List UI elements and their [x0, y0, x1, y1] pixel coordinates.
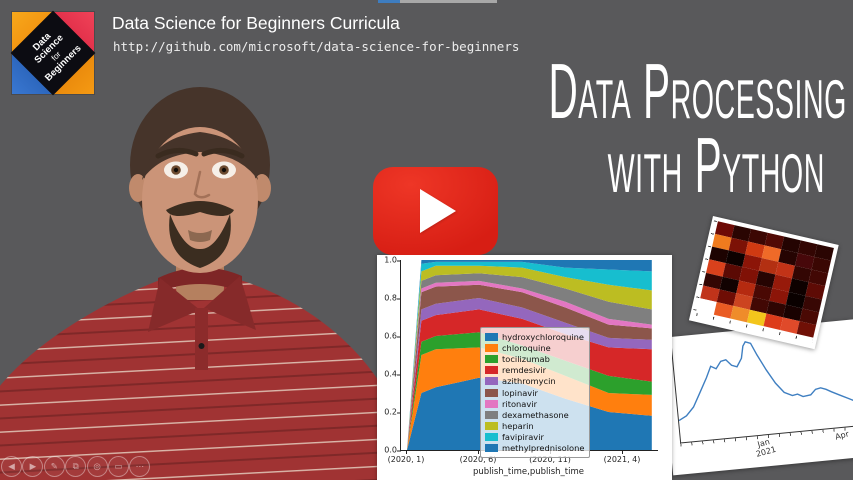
- heatmap-cell: [796, 321, 817, 338]
- legend-label: tocilizumab: [502, 353, 550, 364]
- legend-label: favipiravir: [502, 432, 544, 443]
- legend-row: dexamethasone: [485, 409, 585, 420]
- legend-swatch: [485, 388, 498, 397]
- legend-swatch: [485, 422, 498, 431]
- zoom-button[interactable]: ◎: [86, 456, 108, 477]
- previous-slide-icon: ◀: [8, 461, 15, 471]
- legend-row: hydroxychloroquine: [485, 331, 585, 342]
- legend-label: lopinavir: [502, 387, 538, 398]
- legend-row: lopinavir: [485, 387, 585, 398]
- title-line-1: Data Processing: [548, 47, 847, 135]
- area-band-remdesivir: [407, 309, 652, 450]
- stacked-area-chart-panel: 1.0 0.8 0.6 0.4 0.2 0.0 (2020, 1) (2020, 6) (20…: [377, 255, 672, 480]
- legend-swatch: [485, 410, 498, 419]
- area-band-favipiravir: [407, 261, 652, 450]
- legend-swatch: [485, 444, 498, 453]
- legend-swatch: [485, 377, 498, 386]
- area-y-tick-label: 0.2: [377, 408, 401, 417]
- area-y-tick-label: 0.8: [377, 294, 401, 303]
- slideshow-controls: ◀ ▶ ✎ ⧉ ◎ ▭ ⋯: [1, 456, 151, 477]
- area-band-azithromycin: [407, 298, 652, 450]
- pen-icon: ✎: [50, 461, 58, 471]
- area-band-lopinavir: [407, 284, 652, 450]
- legend-label: azithromycin: [502, 376, 556, 387]
- area-chart-legend: hydroxychloroquine chloroquine tocilizumab…: [480, 327, 590, 459]
- legend-row: remdesivir: [485, 365, 585, 376]
- area-y-tick-label: 0.6: [377, 332, 401, 341]
- line-x-tick-label: Jan 2021: [754, 437, 777, 459]
- line-x-tick-label: Apr: [834, 429, 851, 442]
- legend-row: tocilizumab: [485, 353, 585, 364]
- area-y-tick-label: 0.0: [377, 446, 401, 455]
- heatmap-panel: [688, 216, 839, 350]
- course-logo: Data Science for Beginners: [10, 10, 96, 96]
- legend-label: hydroxychloroquine: [502, 331, 585, 342]
- zoom-icon: ◎: [93, 461, 101, 471]
- more-options-button[interactable]: ⋯: [129, 456, 151, 477]
- see-all-slides-button[interactable]: ⧉: [65, 456, 87, 477]
- area-band-chloroquine: [407, 347, 652, 450]
- area-x-axis-label: publish_time,publish_time: [472, 467, 585, 477]
- area-x-tick-mark: [406, 450, 407, 454]
- legend-row: azithromycin: [485, 376, 585, 387]
- legend-row: chloroquine: [485, 342, 585, 353]
- legend-label: methylprednisolone: [502, 443, 585, 454]
- next-slide-button[interactable]: ▶: [22, 456, 44, 477]
- legend-swatch: [485, 433, 498, 442]
- black-screen-icon: ▭: [114, 461, 123, 471]
- progress-bar-fragment-blue: [378, 0, 400, 3]
- legend-label: heparin: [502, 421, 534, 432]
- course-url: http://github.com/microsoft/data-science…: [113, 39, 520, 54]
- course-title: Data Science for Beginners Curricula: [112, 13, 400, 33]
- area-x-tick-label: (2020, 11): [529, 455, 571, 464]
- area-y-tick-label: 1.0: [377, 256, 401, 265]
- next-slide-icon: ▶: [29, 461, 37, 471]
- progress-bar-fragment-gray: [400, 0, 497, 3]
- line-chart-panel: Jan2021AprJul: [660, 311, 853, 476]
- legend-swatch: [485, 343, 498, 352]
- black-screen-button[interactable]: ▭: [107, 456, 129, 477]
- legend-label: ritonavir: [502, 398, 538, 409]
- legend-row: methylprednisolone: [485, 443, 585, 454]
- area-x-tick-mark: [622, 450, 623, 454]
- more-options-icon: ⋯: [135, 461, 145, 471]
- legend-swatch: [485, 332, 498, 341]
- area-x-tick-label: (2021, 4): [603, 455, 641, 464]
- area-x-tick-label: (2020, 6): [459, 455, 497, 464]
- legend-label: remdesivir: [502, 365, 547, 376]
- title-line-2: with Python: [607, 121, 826, 209]
- legend-row: heparin: [485, 421, 585, 432]
- presenter-photo: [0, 87, 380, 480]
- play-icon: [420, 189, 456, 233]
- legend-label: chloroquine: [502, 342, 551, 353]
- line-series: [678, 339, 853, 422]
- legend-row: favipiravir: [485, 432, 585, 443]
- legend-swatch: [485, 366, 498, 375]
- area-y-tick-label: 0.4: [377, 370, 401, 379]
- legend-swatch: [485, 399, 498, 408]
- youtube-play-button[interactable]: [373, 167, 498, 255]
- see-all-slides-icon: ⧉: [72, 461, 79, 471]
- legend-row: ritonavir: [485, 398, 585, 409]
- legend-swatch: [485, 354, 498, 363]
- legend-label: dexamethasone: [502, 409, 569, 420]
- page-title: Data Processing with Python: [273, 47, 847, 209]
- pen-button[interactable]: ✎: [43, 456, 65, 477]
- area-x-tick-label: (2020, 1): [387, 455, 425, 464]
- previous-slide-button[interactable]: ◀: [1, 456, 22, 477]
- line-chart-svg: [678, 339, 853, 422]
- area-x-tick-mark: [478, 450, 479, 454]
- line-chart-plot: [670, 317, 853, 444]
